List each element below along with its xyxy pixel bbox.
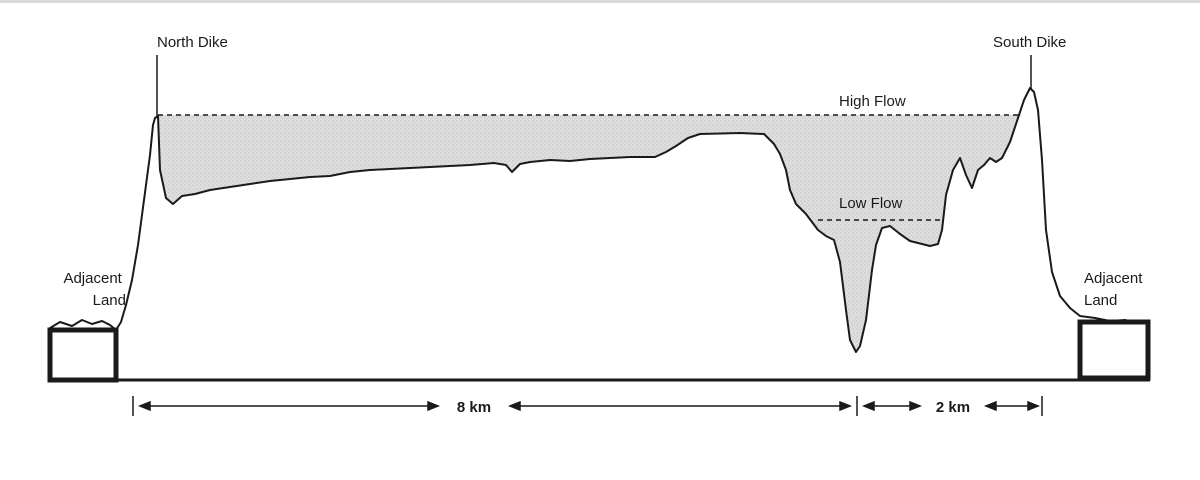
high-flow-label: High Flow (839, 93, 906, 110)
adjacent-land-left-block (47, 327, 119, 383)
north-dike-label: North Dike (157, 34, 228, 51)
south-dike-label: South Dike (993, 34, 1066, 51)
adjacent-land-left-line1: Adjacent (63, 270, 122, 287)
span-8km-label: 8 km (457, 399, 491, 416)
adjacent-land-right-label: Adjacent Land (1084, 270, 1147, 309)
adjacent-land-right-block (1077, 319, 1151, 381)
dim-8km-arrows (137, 400, 853, 412)
adjacent-land-left-line2: Land (93, 292, 126, 309)
riverbed-profile (49, 87, 1151, 353)
adjacent-land-left-label: Adjacent Land (63, 270, 126, 309)
dim-2km-arrows (861, 400, 1041, 412)
high-flow-water-area (157, 115, 1022, 352)
adjacent-land-right-line2: Land (1084, 292, 1117, 309)
span-2km-label: 2 km (936, 399, 970, 416)
top-border (0, 0, 1200, 3)
adjacent-land-right-line1: Adjacent (1084, 270, 1143, 287)
low-flow-label: Low Flow (839, 195, 903, 212)
